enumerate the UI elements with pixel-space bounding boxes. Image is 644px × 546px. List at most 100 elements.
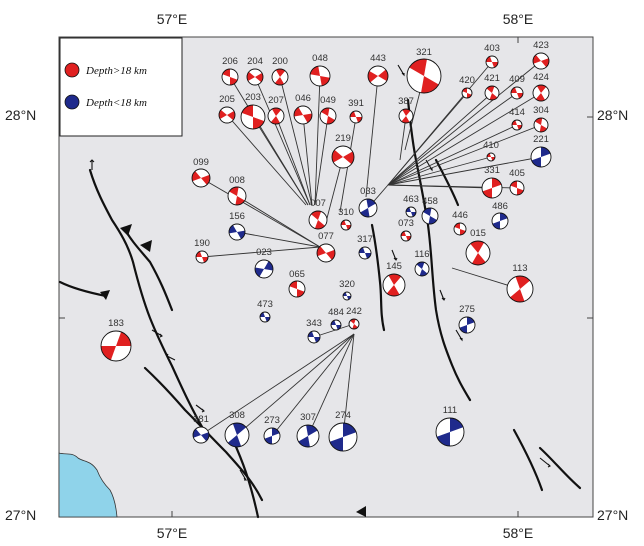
- leader-line-049: [314, 115, 329, 206]
- leader-line-421: [387, 92, 493, 186]
- lat-label-27-left: 27°N: [5, 507, 36, 523]
- event-label-145: 145: [386, 261, 402, 272]
- beachball-484: 484: [328, 307, 344, 331]
- leader-line-207: [275, 115, 311, 206]
- leader-line-381: [200, 333, 355, 436]
- sea-area: [58, 452, 118, 518]
- event-label-381: 381: [193, 414, 209, 425]
- event-label-023: 023: [256, 247, 272, 258]
- event-label-484: 484: [328, 307, 344, 318]
- beachball-387: 387: [398, 96, 414, 124]
- beachball-205: 205: [218, 94, 236, 124]
- event-label-008: 008: [229, 175, 245, 186]
- beachball-274: 274: [328, 410, 358, 452]
- event-label-073: 073: [398, 218, 414, 229]
- beachball-275: 275: [458, 304, 476, 334]
- beachball-046: 046: [293, 93, 313, 125]
- beachball-015: 015: [465, 228, 491, 266]
- leader-line-099: [200, 177, 321, 248]
- beachball-446: 446: [452, 210, 468, 236]
- beachball-183: 183: [100, 318, 132, 362]
- beachball-242: 242: [346, 306, 362, 330]
- beachball-008: 008: [227, 175, 247, 206]
- event-label-410: 410: [483, 140, 499, 151]
- beachball-207: 207: [267, 95, 285, 125]
- event-label-458: 458: [422, 196, 438, 207]
- event-label-391: 391: [348, 98, 364, 109]
- event-label-183: 183: [108, 318, 124, 329]
- beachball-405: 405: [509, 168, 525, 196]
- fault-central-east: [406, 98, 472, 402]
- leader-line-204: [254, 76, 311, 206]
- shallow-legend-symbol: [64, 94, 80, 110]
- leader-line-414: [387, 124, 518, 186]
- event-label-307: 307: [300, 412, 316, 423]
- fault-southeast: [512, 428, 544, 492]
- deep-legend-label: Depth>18 km: [85, 65, 147, 77]
- event-label-204: 204: [247, 56, 263, 67]
- beachball-473: 473: [257, 299, 273, 323]
- event-label-048: 048: [312, 53, 328, 64]
- leader-line-200: [279, 76, 313, 206]
- leader-line-423: [387, 60, 542, 186]
- lon-label-57-top: 57°E: [157, 11, 188, 27]
- leader-line-410: [387, 156, 492, 186]
- beachball-007: 007: [308, 198, 328, 230]
- beachball-099: 099: [191, 157, 211, 188]
- beachball-381: 381: [192, 414, 210, 444]
- event-label-007: 007: [310, 198, 326, 209]
- event-label-317: 317: [357, 234, 373, 245]
- beachball-273: 273: [263, 415, 281, 445]
- event-label-077: 077: [318, 231, 334, 242]
- leader-line-409: [387, 92, 518, 186]
- beachball-458: 458: [421, 196, 439, 225]
- beachball-190: 190: [194, 238, 210, 264]
- event-label-424: 424: [533, 72, 549, 83]
- fault-thrust-arc: [58, 280, 108, 298]
- event-label-065: 065: [289, 269, 305, 280]
- event-label-274: 274: [335, 410, 351, 421]
- beachball-156: 156: [228, 211, 246, 241]
- event-label-420: 420: [459, 75, 475, 86]
- fault-west-main: [88, 168, 207, 434]
- event-label-033: 033: [360, 186, 376, 197]
- beachball-409: 409: [509, 74, 525, 100]
- beachball-065: 065: [288, 269, 306, 298]
- event-label-111: 111: [443, 405, 457, 416]
- leader-line-443: [365, 75, 379, 198]
- event-label-200: 200: [272, 56, 288, 67]
- leader-line-190: [201, 246, 321, 258]
- beachball-206: 206: [221, 56, 239, 86]
- beachball-023: 023: [254, 247, 274, 279]
- event-label-387: 387: [398, 96, 414, 107]
- event-label-113: 113: [512, 263, 527, 274]
- event-label-015: 015: [470, 228, 486, 239]
- event-label-206: 206: [222, 56, 238, 67]
- beachball-320: 320: [339, 279, 355, 301]
- leader-line-205: [226, 114, 307, 206]
- leader-line-308: [236, 333, 355, 436]
- beachball-410: 410: [483, 140, 499, 162]
- leader-line-273: [271, 333, 355, 437]
- event-label-405: 405: [509, 168, 525, 179]
- beachball-204: 204: [246, 56, 264, 86]
- event-label-310: 310: [338, 207, 354, 218]
- beachball-310: 310: [338, 207, 354, 231]
- beachball-219: 219: [331, 133, 355, 169]
- leader-line-420: [387, 92, 468, 186]
- beachball-073: 073: [398, 218, 414, 242]
- event-label-219: 219: [335, 133, 351, 144]
- event-label-049: 049: [320, 95, 336, 106]
- beachball-414: 414: [509, 107, 525, 131]
- event-label-446: 446: [452, 210, 468, 221]
- lat-label-27-right: 27°N: [597, 507, 628, 523]
- beachball-304: 304: [533, 105, 549, 133]
- event-label-321: 321: [416, 47, 432, 58]
- event-label-409: 409: [509, 74, 525, 85]
- lat-label-28-right: 28°N: [597, 107, 628, 123]
- beachball-048: 048: [309, 53, 331, 87]
- beachball-423: 423: [532, 40, 550, 70]
- leader-line-008: [236, 195, 321, 248]
- event-label-308: 308: [229, 410, 245, 421]
